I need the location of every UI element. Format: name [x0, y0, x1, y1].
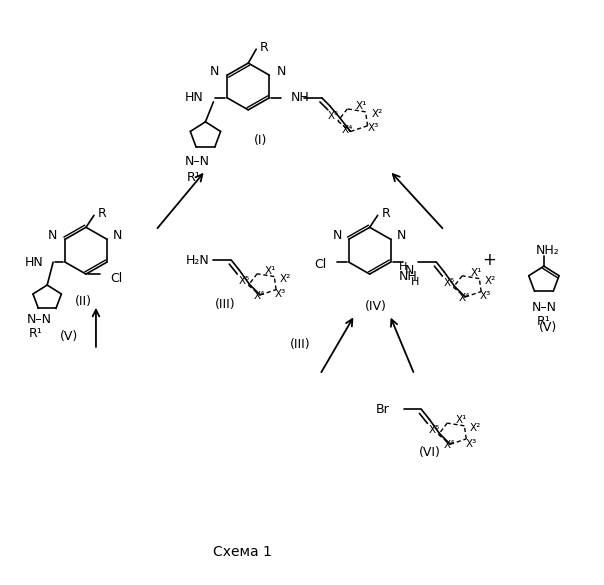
- Text: NH: NH: [399, 270, 417, 283]
- Text: R¹: R¹: [28, 327, 42, 340]
- Text: R: R: [260, 41, 269, 54]
- Text: X²: X²: [484, 276, 496, 286]
- Text: N: N: [277, 64, 286, 78]
- Text: (III): (III): [215, 298, 236, 311]
- Text: HN: HN: [24, 256, 43, 269]
- Text: N–N: N–N: [185, 155, 210, 168]
- Text: NH₂: NH₂: [536, 244, 560, 257]
- Text: Схема 1: Схема 1: [213, 545, 272, 559]
- Text: (VI): (VI): [419, 446, 440, 459]
- Text: X²: X²: [280, 274, 291, 284]
- Text: N: N: [405, 264, 414, 277]
- Text: X⁵: X⁵: [429, 425, 440, 435]
- Text: N: N: [48, 229, 57, 242]
- Text: HN: HN: [185, 91, 204, 105]
- Text: X⁴: X⁴: [458, 293, 470, 303]
- Text: X³: X³: [465, 439, 477, 449]
- Text: N–N: N–N: [532, 301, 556, 314]
- Text: Br: Br: [376, 403, 390, 416]
- Text: N: N: [210, 64, 219, 78]
- Text: X⁴: X⁴: [443, 441, 455, 450]
- Text: X²: X²: [470, 424, 481, 433]
- Text: (II): (II): [74, 295, 92, 308]
- Text: (IV): (IV): [365, 301, 387, 314]
- Text: H: H: [399, 262, 407, 272]
- Text: N: N: [113, 229, 122, 242]
- Text: Cl: Cl: [110, 271, 122, 284]
- Text: X⁵: X⁵: [328, 111, 339, 121]
- Text: +: +: [482, 251, 496, 269]
- Text: Cl: Cl: [315, 257, 327, 271]
- Text: (III): (III): [290, 338, 310, 351]
- Text: X³: X³: [367, 123, 379, 133]
- Text: H₂N: H₂N: [185, 254, 210, 267]
- Text: N–N: N–N: [27, 314, 52, 326]
- Text: R: R: [382, 207, 390, 220]
- Text: X³: X³: [275, 290, 286, 300]
- Text: X²: X²: [371, 109, 382, 119]
- Text: N: N: [397, 229, 406, 242]
- Text: X¹: X¹: [471, 267, 481, 278]
- Text: R¹: R¹: [537, 315, 551, 328]
- Text: H: H: [411, 277, 419, 287]
- Text: X⁵: X⁵: [239, 276, 249, 286]
- Text: X⁴: X⁴: [342, 125, 353, 135]
- Text: X⁴: X⁴: [254, 291, 265, 301]
- Text: NH: NH: [291, 91, 310, 105]
- Text: R: R: [98, 207, 107, 220]
- Text: X³: X³: [480, 291, 492, 301]
- Text: X¹: X¹: [455, 415, 467, 425]
- Text: (V): (V): [60, 331, 78, 343]
- Text: X¹: X¹: [356, 101, 367, 111]
- Text: R¹: R¹: [187, 171, 201, 184]
- Text: N: N: [332, 229, 342, 242]
- Text: (I): (I): [254, 134, 267, 147]
- Text: (V): (V): [539, 321, 557, 335]
- Text: X¹: X¹: [265, 266, 277, 276]
- Text: X⁵: X⁵: [443, 278, 455, 288]
